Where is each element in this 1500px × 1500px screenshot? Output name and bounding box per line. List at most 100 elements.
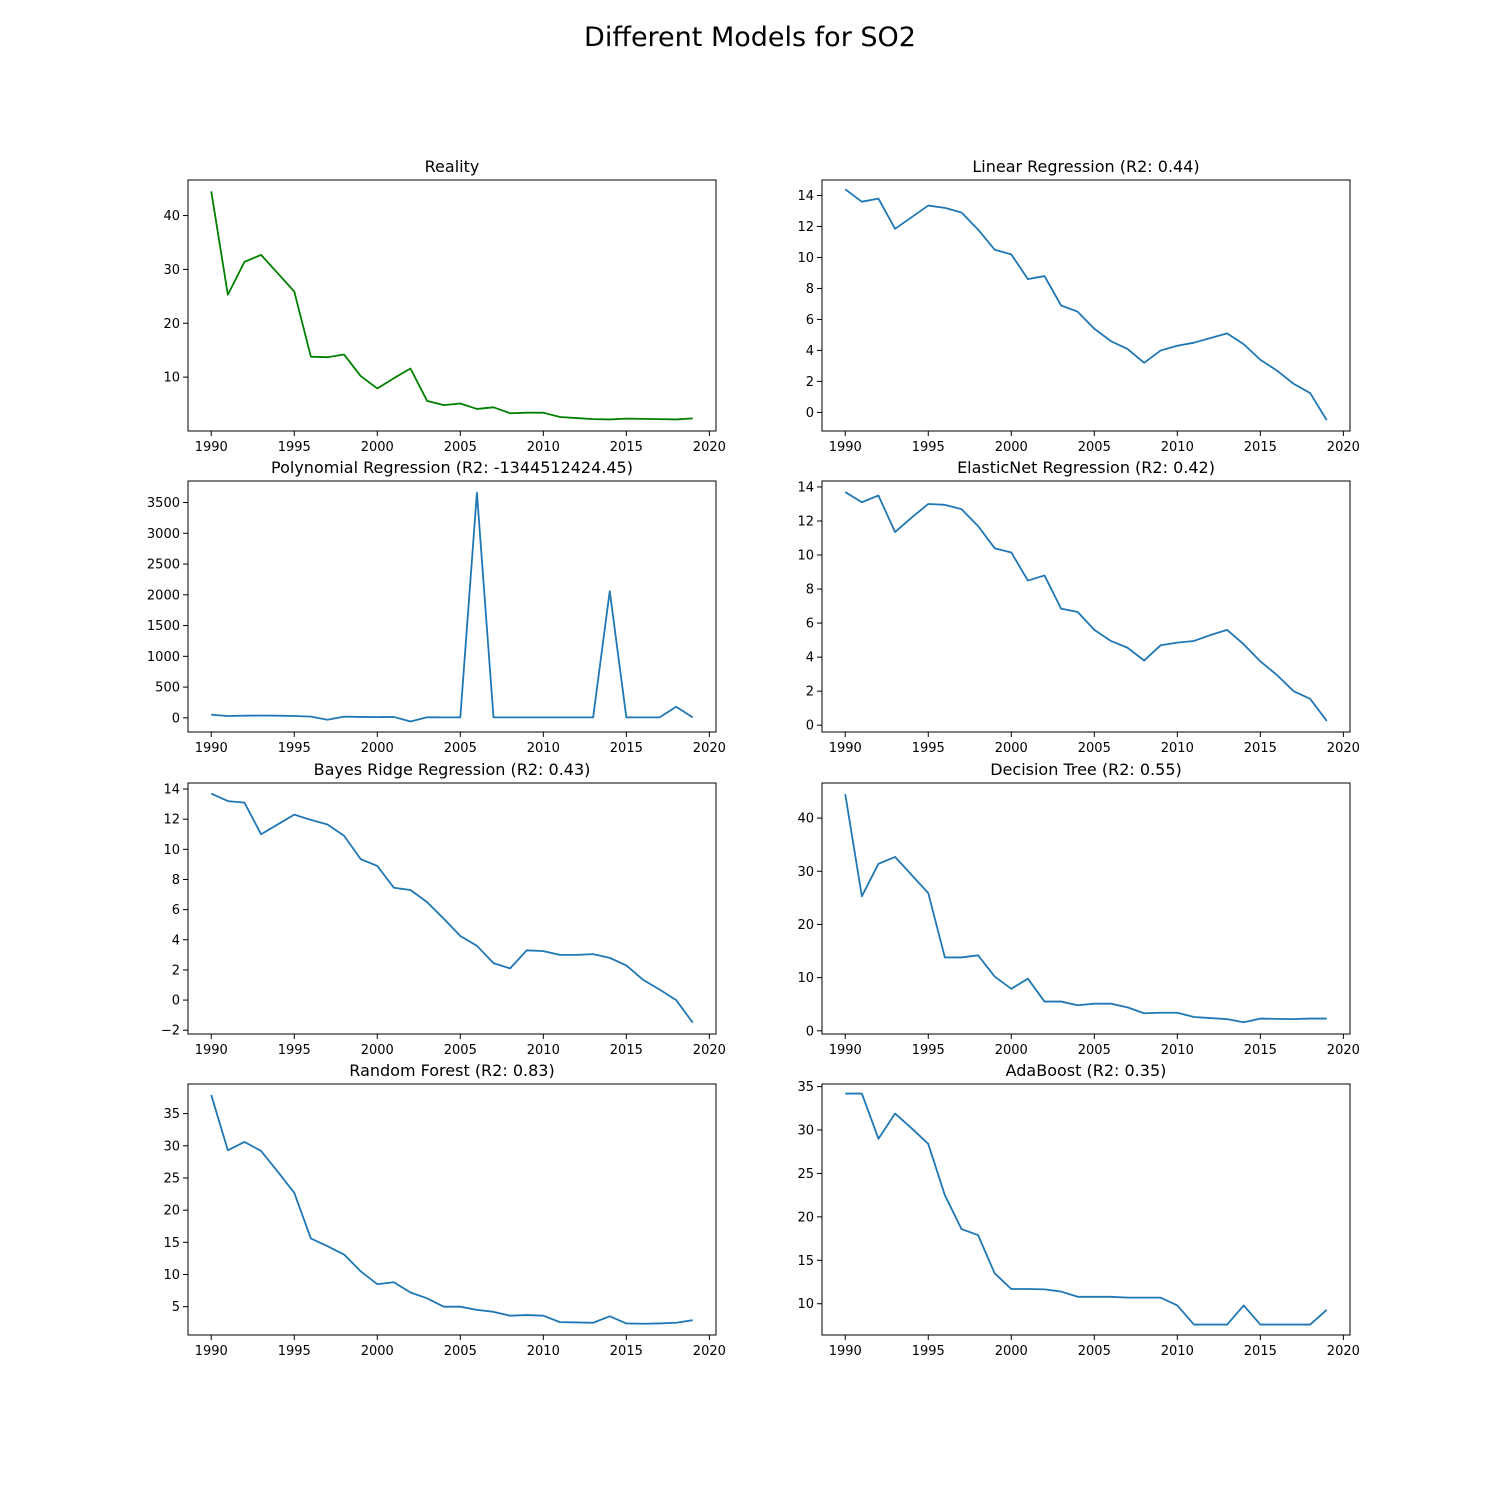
y-tick-label: 0: [172, 711, 180, 726]
y-tick-label: 2: [806, 685, 814, 700]
x-tick-label: 2020: [693, 1043, 726, 1058]
x-tick-label: 2020: [693, 440, 726, 455]
subplot-3: Polynomial Regression (R2: -1344512424.4…: [147, 458, 726, 756]
series-line: [210, 1094, 693, 1325]
x-tick-label: 1995: [278, 440, 311, 455]
x-tick-label: 2020: [1327, 1344, 1360, 1359]
x-tick-label: 2005: [444, 440, 477, 455]
x-tick-label: 2000: [361, 741, 394, 756]
x-tick-label: 2015: [610, 1043, 643, 1058]
y-tick-label: 10: [163, 843, 180, 858]
subplot-title: Random Forest (R2: 0.83): [349, 1061, 554, 1080]
y-tick-label: 0: [806, 719, 814, 734]
x-tick-label: 2000: [361, 1043, 394, 1058]
x-tick-label: 2010: [527, 1344, 560, 1359]
x-tick-label: 2010: [1161, 1344, 1194, 1359]
y-tick-label: 30: [163, 1139, 180, 1154]
y-tick-label: 12: [797, 514, 814, 529]
plot-frame: [187, 1083, 717, 1336]
x-tick-label: 2010: [527, 440, 560, 455]
x-tick-label: 1990: [195, 440, 228, 455]
x-tick-label: 2000: [995, 440, 1028, 455]
y-tick-label: 6: [806, 313, 814, 328]
y-tick-label: 4: [806, 344, 814, 359]
subplot-title: Reality: [425, 157, 480, 176]
x-tick-label: 2020: [1327, 1043, 1360, 1058]
y-tick-label: 20: [797, 918, 814, 933]
x-tick-label: 2000: [995, 1344, 1028, 1359]
x-tick-label: 2015: [610, 1344, 643, 1359]
subplot-title: Polynomial Regression (R2: -1344512424.4…: [271, 458, 633, 477]
y-tick-label: 25: [163, 1171, 180, 1186]
y-tick-label: 10: [797, 1297, 814, 1312]
x-tick-label: 1990: [829, 741, 862, 756]
x-tick-label: 2015: [1244, 1344, 1277, 1359]
y-tick-label: 14: [163, 783, 180, 798]
x-tick-label: 1990: [829, 1344, 862, 1359]
y-tick-label: 30: [797, 1124, 814, 1139]
y-tick-label: 5: [172, 1300, 180, 1315]
plot-frame: [187, 782, 717, 1035]
y-tick-label: 2500: [147, 558, 180, 573]
x-tick-label: 2020: [693, 741, 726, 756]
y-tick-label: 35: [797, 1080, 814, 1095]
x-tick-label: 2000: [995, 741, 1028, 756]
x-tick-label: 2020: [693, 1344, 726, 1359]
y-tick-label: 6: [806, 617, 814, 632]
y-tick-label: 25: [797, 1167, 814, 1182]
y-tick-label: 0: [806, 406, 814, 421]
subplot-1: Reality 1990 1995 2000 2005 2010 2015 2020 10 20 3…: [163, 157, 725, 455]
x-tick-label: 2005: [1078, 1043, 1111, 1058]
x-tick-label: 1990: [195, 1043, 228, 1058]
y-tick-label: 15: [797, 1254, 814, 1269]
y-tick-label: 10: [797, 549, 814, 564]
x-tick-label: 2000: [995, 1043, 1028, 1058]
series-line: [210, 792, 694, 1024]
x-tick-label: 2000: [361, 1344, 394, 1359]
plot-frame: [821, 179, 1351, 432]
subplot-7: Random Forest (R2: 0.83) 1990 1995 2000 2005…: [163, 1061, 725, 1359]
series-line: [844, 188, 1328, 421]
plot-frame: [821, 1083, 1351, 1336]
x-tick-label: 2015: [610, 741, 643, 756]
series-line: [844, 491, 1328, 722]
y-tick-label: 0: [806, 1024, 814, 1039]
subplot-8: AdaBoost (R2: 0.35)1990 1995 2000 2005 2010 2…: [797, 1061, 1359, 1359]
y-tick-label: 40: [797, 812, 814, 827]
subplot-title: Decision Tree (R2: 0.55): [990, 760, 1182, 779]
subplot-4: ElasticNet Regression (R2: 0.42) 1990 1995…: [797, 458, 1359, 756]
y-tick-label: 6: [172, 903, 180, 918]
plot-frame: [821, 480, 1351, 733]
x-tick-label: 1995: [278, 741, 311, 756]
x-tick-label: 2005: [1078, 1344, 1111, 1359]
y-tick-label: 14: [797, 480, 814, 495]
x-tick-label: 2020: [1327, 440, 1360, 455]
x-tick-label: 2000: [361, 440, 394, 455]
x-tick-label: 2020: [1327, 741, 1360, 756]
series-line: [844, 794, 1327, 1024]
x-tick-label: 2005: [444, 1344, 477, 1359]
plot-frame: [187, 480, 717, 733]
x-tick-label: 2015: [1244, 440, 1277, 455]
y-tick-label: 10: [163, 1268, 180, 1283]
series-line: [845, 1092, 1328, 1326]
subplot-title: ElasticNet Regression (R2: 0.42): [957, 458, 1215, 477]
subplot-6: Decision Tree (R2: 0.55) 1990 1995 2000 2005…: [797, 760, 1359, 1058]
y-tick-label: 20: [163, 317, 180, 332]
series-line: [210, 191, 693, 421]
x-tick-label: 1995: [912, 1344, 945, 1359]
plot-frame: [821, 782, 1351, 1035]
y-tick-label: 14: [797, 189, 814, 204]
x-tick-label: 1990: [829, 1043, 862, 1058]
x-tick-label: 2015: [610, 440, 643, 455]
x-tick-label: 2010: [1161, 741, 1194, 756]
x-tick-label: 1995: [278, 1043, 311, 1058]
x-tick-label: 2005: [444, 741, 477, 756]
y-tick-label: 4: [172, 933, 180, 948]
subplot-title: Linear Regression (R2: 0.44): [972, 157, 1199, 176]
x-tick-label: 1990: [195, 1344, 228, 1359]
y-tick-label: 10: [797, 251, 814, 266]
y-tick-label: 12: [797, 220, 814, 235]
x-tick-label: 2010: [1161, 1043, 1194, 1058]
